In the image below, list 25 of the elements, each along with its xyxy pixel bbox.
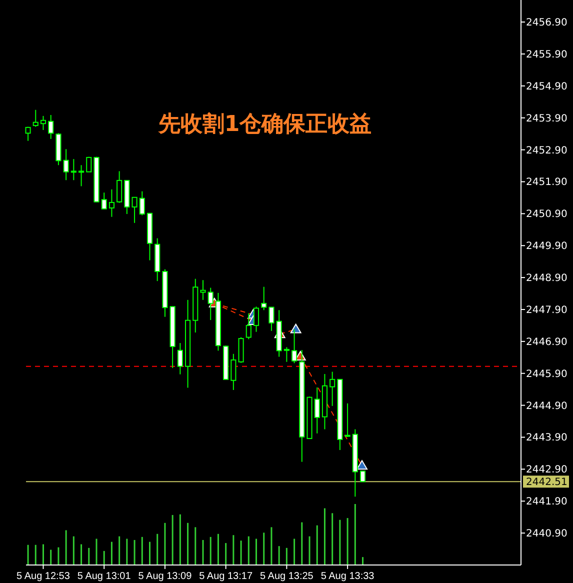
y-tick-label: 2443.90 (526, 432, 568, 444)
y-tick-label: 2454.90 (526, 81, 568, 92)
x-tick-label: 5 Aug 13:33 (320, 571, 375, 582)
y-tick-label: 2452.90 (526, 145, 568, 156)
y-tick-label: 2455.90 (526, 49, 568, 60)
y-tick-label: 2444.90 (526, 400, 568, 412)
y-tick-label: 2453.90 (526, 113, 568, 124)
x-tick-label: 5 Aug 12:53 (16, 571, 70, 582)
x-tick-label: 5 Aug 13:09 (138, 571, 192, 582)
y-tick-label: 2456.90 (526, 18, 568, 29)
y-tick-label: 2441.90 (526, 496, 568, 508)
y-tick-label: 2449.90 (526, 241, 568, 252)
y-tick-label: 2451.90 (526, 177, 568, 188)
y-tick-label: 2448.90 (526, 273, 568, 284)
ref-line-label: 2442.51 (526, 477, 568, 488)
y-tick-label: 2450.90 (526, 209, 568, 220)
x-tick-label: 5 Aug 13:17 (199, 571, 253, 582)
y-tick-label: 2442.90 (526, 464, 568, 476)
x-tick-label: 5 Aug 13:01 (77, 571, 132, 582)
y-tick-label: 2440.90 (526, 528, 568, 540)
y-tick-label: 2445.90 (526, 368, 568, 380)
x-tick-label: 5 Aug 13:25 (260, 571, 314, 582)
annotation: 先收割1仓确保正收益 (157, 112, 372, 137)
y-tick-label: 2447.90 (526, 304, 568, 316)
y-tick-label: 2446.90 (526, 336, 568, 348)
